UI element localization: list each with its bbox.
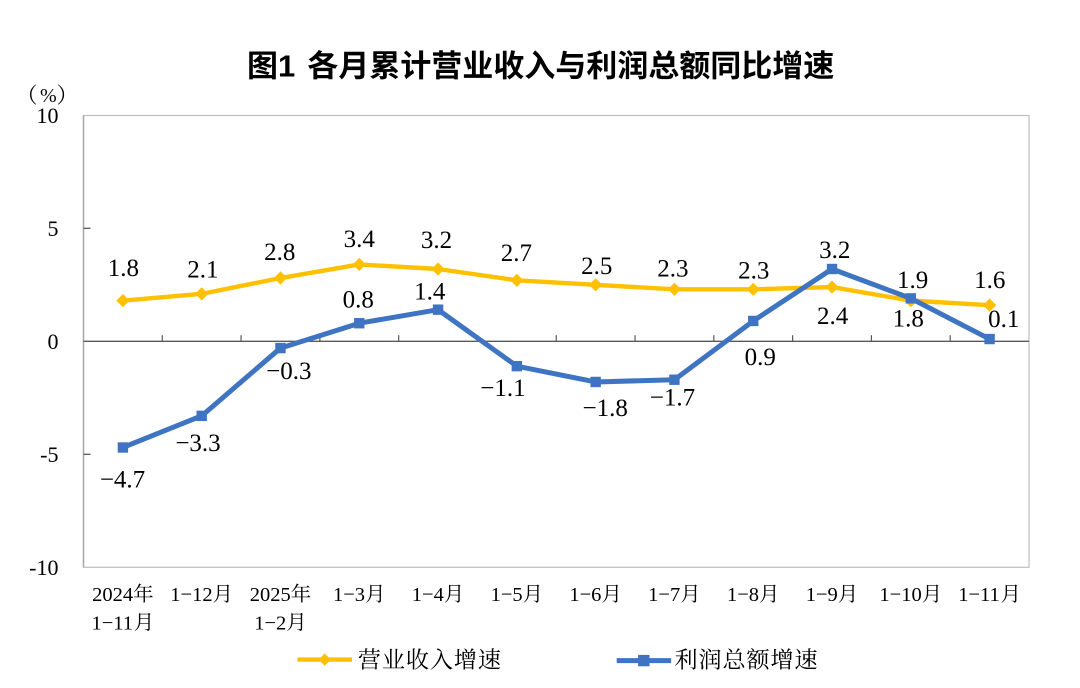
svg-text:1.4: 1.4 [414,278,446,305]
svg-text:−4.7: −4.7 [100,467,145,494]
svg-text:1−8: 1−8 [727,584,759,606]
svg-text:-5: -5 [40,442,58,467]
svg-text:5: 5 [48,216,59,241]
svg-text:2.1: 2.1 [187,256,218,283]
svg-text:1−4: 1−4 [412,584,444,606]
svg-text:2.8: 2.8 [264,239,295,266]
svg-text:2.3: 2.3 [657,256,688,283]
svg-text:0.8: 0.8 [343,287,374,314]
svg-text:%: % [40,85,57,107]
svg-text:1−9: 1−9 [806,584,838,606]
svg-text:2.4: 2.4 [817,303,849,330]
svg-text:1−10: 1−10 [879,584,921,606]
svg-text:1.8: 1.8 [893,306,924,333]
svg-text:1: 1 [278,49,295,84]
svg-text:0.9: 0.9 [745,344,776,371]
svg-text:2025: 2025 [250,584,291,606]
svg-text:3.2: 3.2 [819,237,850,264]
svg-text:1−7: 1−7 [648,584,680,606]
svg-text:1.9: 1.9 [897,267,928,294]
svg-text:0: 0 [48,329,59,354]
svg-text:-10: -10 [29,555,58,580]
svg-text:3.4: 3.4 [344,226,376,253]
svg-text:1−6: 1−6 [569,584,601,606]
svg-text:1.8: 1.8 [108,255,139,282]
svg-text:−1.7: −1.7 [650,384,695,411]
svg-text:−3.3: −3.3 [175,430,220,457]
svg-text:−0.3: −0.3 [266,358,311,385]
svg-text:2.3: 2.3 [738,258,769,285]
svg-text:10: 10 [37,103,59,128]
svg-text:0.1: 0.1 [988,306,1019,333]
svg-text:2.5: 2.5 [581,253,612,280]
svg-text:1−5: 1−5 [491,584,523,606]
svg-text:2024: 2024 [92,584,133,606]
svg-text:2.7: 2.7 [501,240,532,267]
svg-text:1−11: 1−11 [91,612,133,634]
svg-text:1−3: 1−3 [333,584,365,606]
svg-text:−1.1: −1.1 [480,375,525,402]
svg-text:1.6: 1.6 [974,267,1005,294]
svg-text:−1.8: −1.8 [583,395,628,422]
svg-text:3.2: 3.2 [421,227,452,254]
svg-text:1−11: 1−11 [958,584,1000,606]
svg-text:1−12: 1−12 [170,584,212,606]
svg-text:1−2: 1−2 [254,612,286,634]
